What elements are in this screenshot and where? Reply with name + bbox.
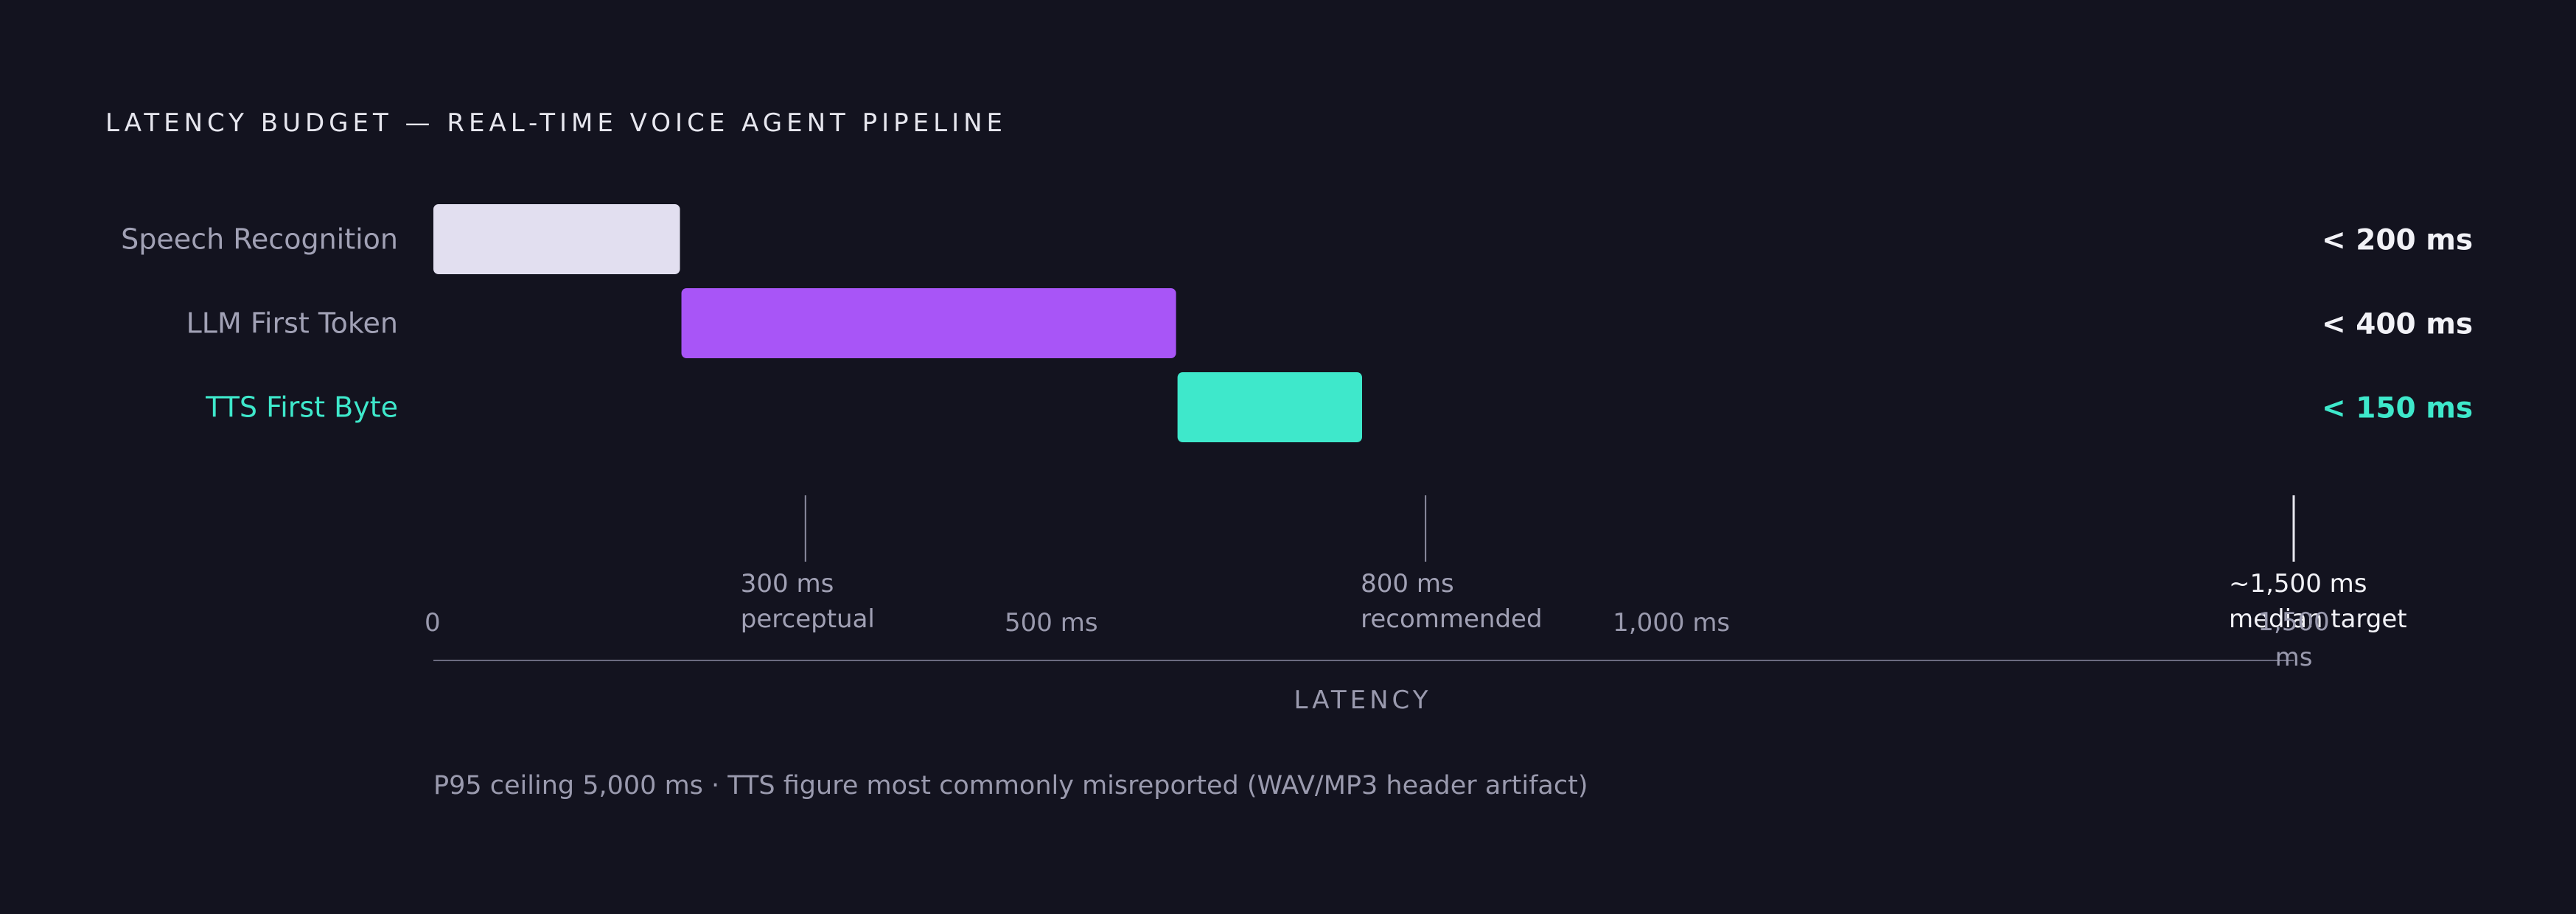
value-label-speech-recognition: < 200 ms <box>2322 224 2473 257</box>
marker-caption-perceptual: perceptual <box>741 604 875 634</box>
x-axis-title: LATENCY <box>1294 686 1432 715</box>
x-axis-ticks: 0 500 ms 1,000 ms 1,500 ms <box>425 607 2330 672</box>
bar-llm-first-token <box>681 288 1176 358</box>
chart-title: LATENCY BUDGET — REAL-TIME VOICE AGENT P… <box>105 108 1007 138</box>
marker-value-recommended: 800 ms <box>1361 569 1454 599</box>
bar-speech-recognition <box>433 204 680 274</box>
reference-markers: 300 ms perceptual 800 ms recommended ~1,500 … <box>741 495 2407 634</box>
marker-value-median-target: ~1,500 ms <box>2229 569 2367 599</box>
x-tick-label: 0 <box>425 608 441 638</box>
row-label-tts-first-byte: TTS First Byte <box>205 391 398 424</box>
marker-caption-median-target: median target <box>2229 604 2407 634</box>
x-tick-label: 1,000 ms <box>1613 608 1730 638</box>
x-tick-label: 1,500 ms <box>2258 607 2329 672</box>
bar-tts-first-byte <box>1177 372 1362 442</box>
value-label-llm-first-token: < 400 ms <box>2322 308 2473 341</box>
x-tick-label: 500 ms <box>1005 608 1098 638</box>
marker-caption-recommended: recommended <box>1361 604 1542 634</box>
marker-value-perceptual: 300 ms <box>741 569 834 599</box>
row-label-llm-first-token: LLM First Token <box>186 307 398 340</box>
value-label-tts-first-byte: < 150 ms <box>2322 392 2473 425</box>
bars-layer: Speech Recognition < 200 ms LLM First Toke… <box>121 204 2473 442</box>
row-label-speech-recognition: Speech Recognition <box>121 223 398 256</box>
chart-footnote: P95 ceiling 5,000 ms · TTS figure most c… <box>433 771 1588 800</box>
